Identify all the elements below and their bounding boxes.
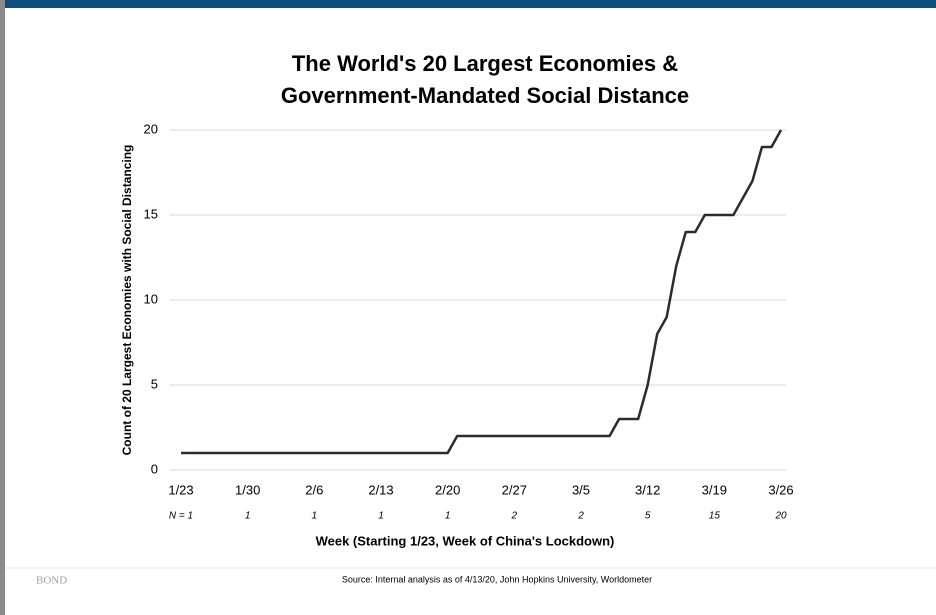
- x-tick-label: 1/23: [168, 482, 193, 497]
- x-tick-label: 3/26: [768, 482, 793, 497]
- y-tick-label: 10: [144, 291, 158, 306]
- x-tick-label: 3/12: [635, 482, 660, 497]
- n-label: 5: [645, 511, 651, 522]
- line: [181, 129, 783, 455]
- n-label: 2: [577, 511, 584, 522]
- x-axis-title: Week (Starting 1/23, Week of China's Loc…: [316, 533, 615, 548]
- n-label: N = 1: [169, 511, 193, 522]
- y-tick-label: 5: [151, 376, 158, 391]
- x-tick-label: 2/20: [435, 482, 460, 497]
- y-axis-title: Count of 20 Largest Economies with Socia…: [120, 145, 134, 456]
- y-tick-label: 15: [144, 206, 158, 221]
- top-bar: [0, 0, 936, 8]
- chart-title: The World's 20 Largest Economies &: [292, 51, 678, 76]
- footer-source: Source: Internal analysis as of 4/13/20,…: [342, 574, 652, 584]
- chart-title: Government-Mandated Social Distance: [281, 83, 689, 108]
- x-tick-label: 3/19: [702, 482, 727, 497]
- x-tick-label: 2/13: [368, 482, 393, 497]
- n-label: 1: [378, 511, 384, 522]
- n-label: 1: [312, 511, 318, 522]
- x-tick-label: 3/5: [572, 482, 590, 497]
- y-tick-label: 20: [144, 121, 158, 136]
- n-label: 15: [709, 511, 721, 522]
- footer-brand: BOND: [36, 575, 67, 587]
- n-label: 1: [445, 511, 451, 522]
- y-tick-label: 0: [151, 461, 158, 476]
- n-label: 2: [511, 511, 518, 522]
- n-label: 20: [774, 511, 787, 522]
- x-tick-label: 2/6: [305, 482, 323, 497]
- n-label: 1: [245, 511, 251, 522]
- left-border: [0, 0, 5, 615]
- x-tick-label: 2/27: [502, 482, 527, 497]
- x-tick-label: 1/30: [235, 482, 260, 497]
